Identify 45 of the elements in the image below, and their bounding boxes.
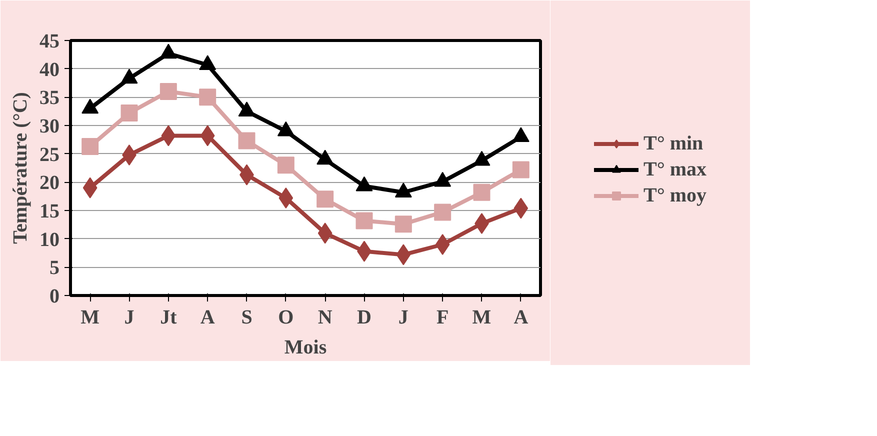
x-tick-label: M [80, 306, 100, 328]
point [199, 88, 216, 106]
y-tick-label: 10 [40, 228, 60, 251]
point [434, 204, 452, 221]
y-tick-label: 45 [40, 30, 60, 52]
point [160, 83, 177, 100]
legend-label: T° min [644, 132, 704, 155]
point [82, 98, 99, 114]
point [277, 156, 294, 174]
y-tick-label: 20 [40, 172, 60, 194]
point [238, 132, 256, 150]
point [435, 234, 450, 255]
y-tick-label: 0 [50, 286, 60, 308]
x-tick-label: Jt [160, 306, 178, 328]
x-tick-label: J [124, 306, 134, 328]
point [238, 102, 256, 116]
y-tick-label: 35 [40, 87, 60, 110]
point [199, 55, 216, 70]
point [316, 190, 334, 208]
x-tick-label: S [241, 306, 252, 328]
y-tick-label: 40 [40, 58, 60, 81]
point [394, 216, 412, 233]
point [120, 68, 138, 84]
x-tick-label: J [398, 306, 408, 328]
point [356, 212, 373, 230]
point [473, 184, 490, 201]
legend-label: T° moy [644, 184, 706, 207]
point [512, 161, 530, 178]
x-tick-label: A [514, 306, 529, 328]
y-tick-label: 5 [50, 257, 60, 280]
x-tick-label: O [278, 306, 294, 328]
x-tick-label: F [436, 306, 449, 328]
x-tick-label: D [357, 306, 372, 328]
point [82, 138, 99, 155]
y-tick-label: 25 [40, 144, 60, 166]
legend-label: T° max [644, 158, 706, 181]
y-tick-label: 30 [40, 116, 60, 138]
x-tick-label: A [200, 306, 216, 328]
x-tick-label: M [472, 306, 492, 328]
y-tick-label: 15 [40, 200, 60, 222]
x-tick-label: N [318, 306, 333, 328]
point [160, 44, 177, 59]
y-axis-title: Température (°C) [10, 92, 32, 244]
point [120, 104, 138, 122]
x-axis-title: Mois [284, 336, 327, 358]
